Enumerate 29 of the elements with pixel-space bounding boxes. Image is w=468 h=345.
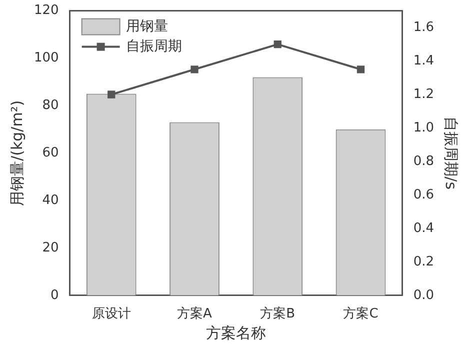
x-tick-label: 方案A (177, 306, 212, 322)
point (108, 90, 116, 98)
x-tick-label: 方案B (260, 306, 296, 322)
y-tick-label: 0 (50, 288, 59, 303)
legend-label: 用钢量 (126, 18, 168, 34)
y-tick-label: 20 (42, 240, 59, 256)
y2-tick-label: 0.4 (413, 220, 434, 236)
legend-label: 自振周期 (126, 38, 182, 54)
y2-tick-label: 0.2 (413, 254, 434, 270)
point (356, 66, 365, 74)
y-tick-label: 100 (34, 50, 59, 66)
y2-tick-label: 1.4 (413, 53, 434, 68)
y-tick-label: 60 (42, 145, 59, 160)
y2-tick-label: 0.0 (413, 288, 434, 303)
y-tick-label: 40 (42, 192, 59, 208)
point (274, 40, 282, 48)
y2-tick-label: 0.8 (413, 154, 434, 169)
point (190, 66, 198, 74)
y-tick-label: 80 (42, 98, 59, 114)
x-tick-label: 方案C (343, 306, 378, 322)
y2-axis-title: 自振周期/s (442, 116, 460, 190)
x-tick-label: 原设计 (92, 306, 131, 322)
y-axis-title: 用钢量/(kg/m²) (8, 100, 26, 206)
x-axis-title: 方案名称 (206, 324, 266, 342)
y2-tick-label: 1.2 (413, 86, 434, 102)
y2-tick-label: 1.6 (413, 20, 434, 35)
y-tick-label: 120 (34, 3, 59, 18)
y2-tick-label: 0.6 (413, 187, 434, 202)
y2-tick-label: 1.0 (413, 120, 434, 136)
